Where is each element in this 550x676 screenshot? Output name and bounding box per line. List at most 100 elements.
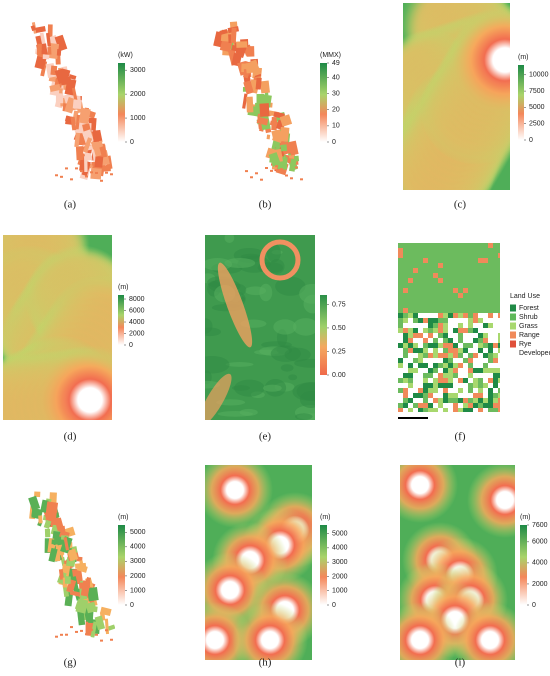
land-cell bbox=[418, 298, 423, 303]
land-cell bbox=[403, 348, 408, 353]
land-cell bbox=[418, 318, 423, 323]
land-cell bbox=[458, 313, 463, 318]
land-cell bbox=[413, 258, 418, 263]
land-cell bbox=[468, 363, 473, 368]
colorbar-tick-label: 1000 bbox=[130, 587, 146, 594]
legend-swatch bbox=[510, 340, 516, 348]
land-cell bbox=[438, 363, 443, 368]
colorbar-tick-label: 0.50 bbox=[332, 325, 346, 332]
land-cell bbox=[398, 333, 403, 338]
land-cell bbox=[498, 358, 500, 363]
parcel bbox=[77, 609, 86, 626]
land-cell bbox=[498, 293, 500, 298]
land-cell bbox=[448, 298, 453, 303]
land-cell bbox=[488, 383, 493, 388]
land-cell bbox=[438, 408, 443, 412]
land-cell bbox=[453, 363, 458, 368]
land-cell bbox=[483, 283, 488, 288]
land-cell bbox=[493, 273, 498, 278]
map-panel: (b) (MMX) 0 10 20 30 40 49 bbox=[213, 21, 341, 211]
land-cell bbox=[453, 313, 458, 318]
land-cell bbox=[468, 268, 473, 273]
land-cell bbox=[493, 368, 498, 373]
land-cell bbox=[398, 253, 403, 258]
land-cell bbox=[423, 283, 428, 288]
land-cell bbox=[473, 373, 478, 378]
land-cell bbox=[483, 323, 488, 328]
land-cell bbox=[433, 258, 438, 263]
land-cell bbox=[463, 288, 468, 293]
land-cell bbox=[408, 393, 413, 398]
land-cell bbox=[438, 343, 443, 348]
land-cell bbox=[433, 273, 438, 278]
land-cell bbox=[483, 398, 488, 403]
parcel bbox=[100, 639, 103, 642]
land-cell bbox=[458, 258, 463, 263]
land-cell bbox=[428, 293, 433, 298]
map bbox=[400, 465, 515, 660]
land-cell bbox=[438, 283, 443, 288]
land-cell bbox=[408, 368, 413, 373]
land-cell bbox=[483, 363, 488, 368]
distance-zone bbox=[400, 602, 458, 660]
land-cell bbox=[398, 353, 403, 358]
land-cell bbox=[428, 253, 433, 258]
legend-label: Developed bbox=[519, 350, 550, 357]
land-cell bbox=[413, 378, 418, 383]
land-cell bbox=[418, 408, 423, 412]
land-cell bbox=[398, 263, 403, 268]
land-cell bbox=[443, 288, 448, 293]
land-cell bbox=[438, 253, 443, 258]
parcel bbox=[95, 633, 98, 636]
land-cell bbox=[438, 268, 443, 273]
scale-bar bbox=[398, 417, 428, 419]
land-cell bbox=[488, 308, 493, 313]
parcel bbox=[56, 48, 62, 56]
land-cell bbox=[413, 293, 418, 298]
land-cell bbox=[498, 393, 500, 398]
land-cell bbox=[423, 278, 428, 283]
parcel bbox=[260, 80, 270, 94]
parcel bbox=[75, 167, 78, 170]
land-cell bbox=[458, 403, 463, 408]
panel-label: (e) bbox=[259, 431, 272, 443]
land-cell bbox=[403, 368, 408, 373]
land-cell bbox=[453, 348, 458, 353]
land-cell bbox=[423, 298, 428, 303]
land-cell bbox=[463, 358, 468, 363]
land-cell bbox=[453, 353, 458, 358]
colorbar-tick-label: 10000 bbox=[529, 72, 549, 79]
land-cell bbox=[428, 378, 433, 383]
parcel bbox=[243, 80, 254, 95]
land-cell bbox=[413, 328, 418, 333]
land-cell bbox=[408, 328, 413, 333]
parcel bbox=[75, 630, 78, 633]
map bbox=[3, 235, 112, 420]
land-cell bbox=[453, 408, 458, 412]
land-cell bbox=[438, 258, 443, 263]
parcel bbox=[295, 166, 298, 169]
land-cell bbox=[398, 338, 403, 343]
land-cell bbox=[443, 353, 448, 358]
land-cell bbox=[468, 243, 473, 248]
land-cell bbox=[433, 398, 438, 403]
land-cell bbox=[403, 303, 408, 308]
distance-zone bbox=[35, 345, 112, 420]
land-cell bbox=[443, 363, 448, 368]
land-cell bbox=[408, 333, 413, 338]
land-cell bbox=[403, 333, 408, 338]
land-cell bbox=[448, 263, 453, 268]
land-cell bbox=[398, 273, 403, 278]
colorbar-tick-label: 4000 bbox=[129, 319, 145, 326]
parcel bbox=[243, 73, 249, 79]
land-cell bbox=[418, 248, 423, 253]
parcel bbox=[275, 165, 278, 168]
land-cell bbox=[418, 348, 423, 353]
land-cell bbox=[413, 383, 418, 388]
colorbar-tick-label: 2500 bbox=[529, 121, 545, 128]
land-cell bbox=[428, 368, 433, 373]
land-cell bbox=[418, 268, 423, 273]
land-cell bbox=[433, 353, 438, 358]
land-cell bbox=[438, 338, 443, 343]
land-cell bbox=[453, 243, 458, 248]
